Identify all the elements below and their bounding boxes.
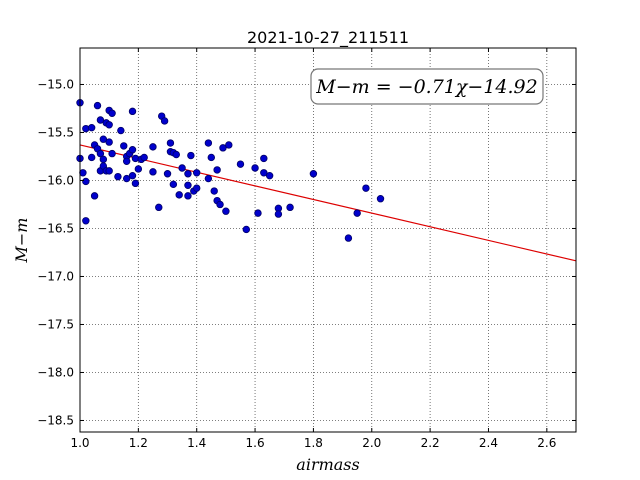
data-point [175,191,183,199]
data-point [82,217,90,225]
data-point [99,155,108,164]
y-tick-label: −16.0 [37,173,74,187]
data-point [242,225,251,234]
plot-frame [79,47,577,433]
data-point [260,154,268,163]
data-point [134,165,143,173]
y-tick-label: −17.0 [37,269,74,283]
points-layer [76,99,385,242]
data-point [225,141,233,149]
data-point [213,166,221,174]
x-tick-label: 2.0 [362,436,381,450]
data-point [108,149,116,158]
data-point [163,170,172,178]
data-point [178,164,186,172]
data-point [155,203,163,212]
data-point [265,171,274,180]
data-point [96,149,105,158]
data-point [286,203,294,212]
x-tick-label: 2.6 [537,436,556,450]
data-point [222,207,230,215]
data-point [344,234,353,242]
data-point [187,151,195,160]
data-point [105,121,113,129]
data-point [184,181,192,189]
data-point [128,107,137,116]
x-tick-label: 2.4 [479,436,498,450]
data-point [210,187,218,195]
data-point [122,157,131,165]
data-point [254,209,262,217]
x-tick-label: 1.2 [129,436,148,450]
x-tick-label: 2.2 [421,436,440,450]
data-point [204,139,213,147]
data-point [87,153,96,162]
chart-title: 2021-10-27_211511 [247,28,409,48]
data-point [128,146,137,154]
x-tick-label: 1.6 [246,436,265,450]
data-point [105,167,113,175]
fit-annotation: M−m = −0.71χ−14.92 [310,68,544,105]
data-point [309,170,318,178]
data-point [120,142,128,150]
data-point [251,164,259,172]
data-point [117,126,125,135]
data-point [93,101,102,110]
y-tick-label: −18.0 [37,365,74,379]
annotation-text: M−m = −0.71χ−14.92 [315,76,537,98]
data-point [140,153,148,162]
data-point [122,174,131,183]
data-point [193,184,201,192]
y-axis-label: M−m [12,218,31,264]
data-point [274,210,283,218]
data-point [96,116,105,124]
data-point [99,135,108,143]
data-point [169,180,178,189]
data-point [131,179,140,188]
data-point [160,117,169,125]
x-tick-label: 1.0 [70,436,89,450]
data-point [105,138,113,146]
data-point [216,200,224,209]
y-tick-label: −16.5 [37,221,74,235]
fit-layer [79,144,577,262]
data-point [87,123,96,132]
x-tick-label: 1.4 [187,436,206,450]
data-point [184,170,192,178]
data-point [128,171,137,180]
ticks-layer: 1.0 1.2 1.4 1.6 1.8 2.0 2.2 2.4 2.6 −15.0 −15.5 −16… [37,48,576,450]
y-tick-label: −15.0 [37,77,74,91]
annotation-box [310,68,544,105]
x-tick-label: 1.8 [304,436,323,450]
data-point [260,169,268,177]
data-point [353,209,361,217]
y-tick-label: −18.5 [37,413,74,427]
data-point [108,109,116,117]
data-point [172,150,180,159]
data-point [149,143,157,151]
data-point [114,172,122,181]
data-point [193,169,201,177]
data-point [376,195,385,203]
data-point [82,177,90,186]
data-point [90,192,99,200]
x-axis-label: airmass [296,455,359,474]
y-tick-label: −17.5 [37,317,74,331]
data-point [204,174,213,183]
fit-line [79,144,577,262]
data-point [236,160,245,168]
data-point [166,139,175,147]
data-point [184,192,192,200]
data-point [79,169,87,177]
data-point [207,153,215,162]
data-point [149,168,157,176]
data-point [219,144,227,152]
data-point [362,184,370,192]
y-tick-label: −15.5 [37,125,74,139]
